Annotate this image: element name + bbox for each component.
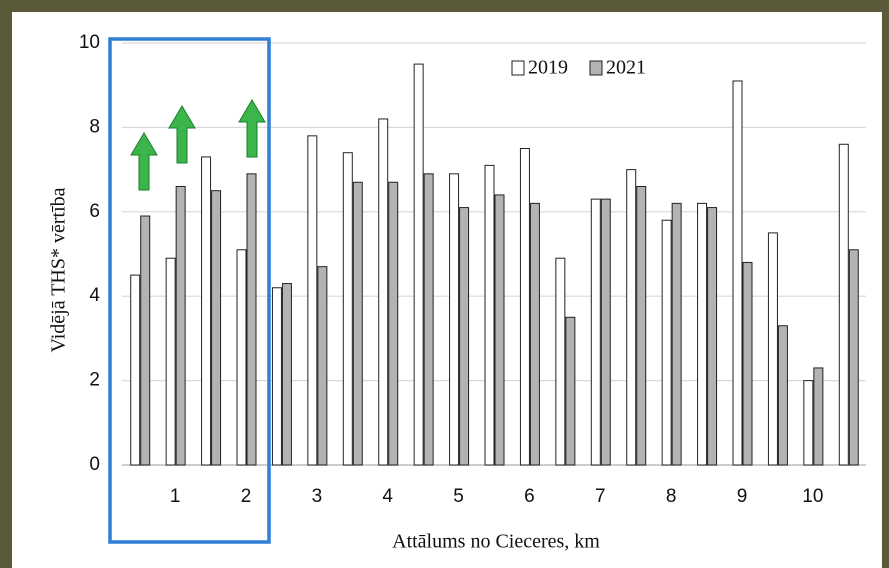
up-arrow [130, 132, 158, 191]
bar [519, 148, 530, 466]
y-tick-label: 0 [89, 454, 100, 475]
x-axis-label: Attālums no Cieceres, km [392, 531, 600, 553]
bar [661, 219, 672, 466]
bar [201, 156, 212, 466]
x-tick-label: 2 [241, 486, 252, 507]
bar [236, 249, 247, 466]
bar [494, 194, 505, 466]
y-tick-label: 4 [89, 285, 100, 306]
bar [742, 261, 753, 466]
up-arrow [238, 99, 266, 158]
bar [555, 257, 566, 466]
bar [130, 274, 141, 466]
legend-label: 2021 [606, 57, 646, 79]
bar [352, 181, 363, 466]
bar [459, 207, 470, 466]
x-tick-label: 6 [524, 486, 535, 507]
bar [529, 202, 540, 466]
bar [423, 173, 434, 466]
y-tick-label: 10 [79, 32, 100, 53]
bar [767, 232, 778, 466]
bar [838, 143, 849, 466]
bar [848, 249, 859, 466]
bar [671, 202, 682, 466]
x-tick-label: 4 [382, 486, 393, 507]
bar [317, 266, 328, 466]
bar [307, 135, 318, 466]
bar [211, 190, 222, 466]
x-tick-label: 7 [595, 486, 606, 507]
y-tick-label: 8 [89, 116, 100, 137]
y-axis-label: Vidējā THS* vērtība [48, 187, 70, 352]
bar [413, 63, 424, 466]
bar [449, 173, 460, 466]
bar [803, 380, 814, 466]
up-arrow [168, 105, 196, 164]
bar [246, 173, 257, 466]
y-tick-label: 2 [89, 370, 100, 391]
bar [565, 316, 576, 466]
bar [697, 202, 708, 466]
bar [175, 185, 186, 466]
legend-swatch [511, 60, 525, 76]
bar [140, 215, 151, 466]
x-tick-label: 3 [312, 486, 323, 507]
bar [281, 283, 292, 466]
x-tick-label: 5 [453, 486, 464, 507]
bar [388, 181, 399, 466]
bar [636, 185, 647, 466]
x-tick-label: 8 [666, 486, 677, 507]
highlight-box [108, 37, 271, 544]
bar [378, 118, 389, 466]
bar [600, 198, 611, 466]
legend-swatch [589, 60, 603, 76]
bar [777, 325, 788, 466]
bar [165, 257, 176, 466]
bar [732, 80, 743, 466]
x-tick-label: 9 [737, 486, 748, 507]
y-tick-label: 6 [89, 201, 100, 222]
x-tick-label: 10 [802, 486, 823, 507]
bar [271, 287, 282, 466]
legend-label: 2019 [528, 57, 568, 79]
x-tick-label: 1 [170, 486, 181, 507]
bar [813, 367, 824, 466]
arrows [130, 99, 266, 191]
bar [626, 169, 637, 466]
bar [342, 152, 353, 466]
bar [590, 198, 601, 466]
bar [484, 164, 495, 466]
bar [707, 207, 718, 466]
